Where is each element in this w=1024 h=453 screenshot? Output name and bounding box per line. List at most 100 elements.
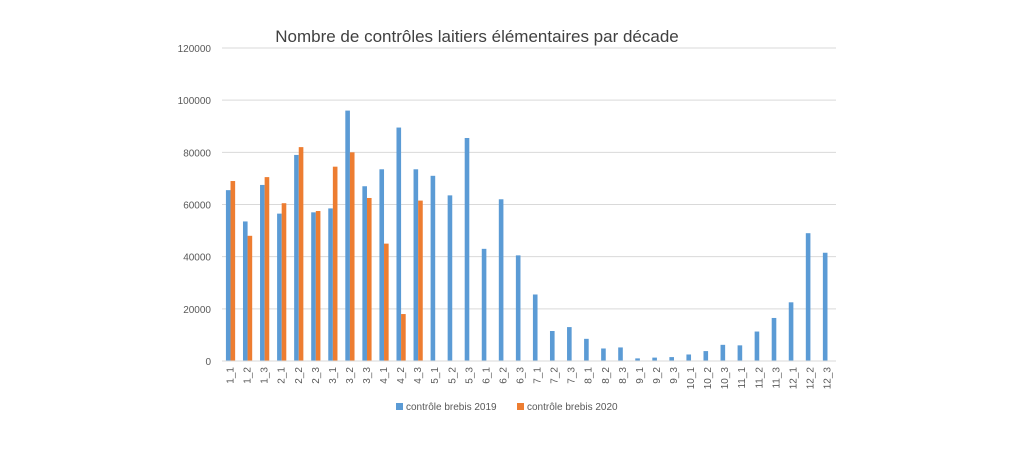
gridlines — [222, 47, 836, 310]
bar-2019-10_1 — [686, 354, 692, 361]
bar-2019-5_3 — [464, 137, 470, 361]
bar-2019-9_3 — [669, 357, 674, 361]
y-tick-label: 0 — [205, 357, 211, 368]
bar-2020-3_2 — [349, 152, 355, 361]
bar-2019-4_3 — [413, 169, 419, 361]
bar-2020-1_3 — [264, 177, 270, 361]
x-tick-label: 12_1 — [788, 367, 799, 390]
x-tick-label: 5_2 — [447, 367, 458, 384]
bar-2020-4_3 — [418, 200, 423, 361]
x-tick-label: 8_3 — [618, 367, 629, 384]
bar-2019-1_1 — [225, 190, 231, 361]
x-tick-label: 12_3 — [822, 367, 833, 390]
bar-2019-1_2 — [242, 221, 248, 361]
bar-2019-11_3 — [771, 317, 777, 361]
bar-2019-2_2 — [294, 154, 299, 361]
bar-2019-7_2 — [549, 331, 555, 361]
bar-2020-1_2 — [247, 235, 253, 361]
x-tick-label: 10_1 — [686, 367, 697, 390]
x-tick-label: 11_1 — [737, 367, 748, 389]
bar-2019-8_1 — [584, 338, 589, 361]
x-tick-label: 5_1 — [430, 367, 441, 384]
bar-2019-12_1 — [788, 302, 794, 361]
x-tick-label: 7_3 — [567, 367, 578, 384]
x-tick-label: 3_2 — [345, 367, 356, 384]
y-tick-label: 100000 — [178, 96, 212, 107]
bar-2020-2_3 — [315, 211, 321, 361]
y-tick-label: 80000 — [183, 148, 211, 159]
bar-2020-1_1 — [230, 181, 236, 361]
bar-2019-9_2 — [652, 357, 657, 361]
bar-2020-4_2 — [401, 314, 406, 361]
x-tick-label: 3_3 — [362, 367, 373, 384]
bar-2019-7_1 — [532, 294, 538, 361]
bar-2019-5_2 — [447, 195, 453, 361]
x-tick-label: 4_3 — [413, 367, 424, 384]
bar-2019-10_3 — [720, 344, 726, 361]
bars — [225, 110, 828, 362]
bar-2019-6_1 — [481, 248, 487, 361]
x-tick-label: 12_2 — [805, 367, 816, 390]
legend-swatch-2020 — [517, 403, 524, 410]
bar-2019-1_3 — [260, 184, 265, 361]
bar-2019-11_1 — [737, 345, 743, 361]
x-tick-label: 10_3 — [720, 367, 731, 390]
bar-2019-8_3 — [618, 347, 623, 361]
bar-2020-3_1 — [332, 166, 338, 361]
x-tick-label: 9_1 — [635, 367, 646, 384]
x-tick-label: 2_1 — [277, 367, 288, 384]
chart-title: Nombre de contrôles laitiers élémentaire… — [275, 27, 678, 46]
x-tick-label: 7_1 — [533, 367, 544, 384]
x-tick-label: 9_2 — [652, 367, 663, 384]
bar-2019-2_3 — [311, 212, 316, 361]
x-axis-ticks: 1_1 1_2 1_3 2_1 2_2 2_3 3_1 3_2 3_3 4_1 4_2 4_3 5_1 5… — [226, 367, 834, 390]
bar-2020-3_3 — [366, 197, 372, 361]
x-tick-label: 11_2 — [754, 367, 765, 389]
x-tick-label: 6_2 — [498, 367, 509, 384]
x-tick-label: 10_2 — [703, 367, 714, 390]
bar-2020-4_1 — [384, 243, 389, 362]
x-tick-label: 6_1 — [481, 367, 492, 384]
bar-2019-3_3 — [362, 186, 367, 361]
x-tick-label: 8_2 — [601, 367, 612, 384]
x-tick-label: 5_3 — [464, 367, 475, 384]
bar-2019-8_2 — [601, 348, 606, 361]
x-tick-label: 4_2 — [396, 367, 407, 384]
x-tick-label: 4_1 — [379, 367, 390, 384]
x-tick-label: 1_1 — [226, 367, 237, 384]
y-tick-label: 120000 — [178, 44, 212, 55]
y-axis-ticks: 0 20000 40000 60000 80000 100000 120000 — [178, 44, 212, 368]
x-tick-label: 8_1 — [584, 367, 595, 384]
legend-label-2020: contrôle brebis 2020 — [527, 402, 618, 413]
legend-swatch-2019 — [396, 403, 403, 410]
bar-2020-2_2 — [298, 147, 304, 361]
bar-2019-12_3 — [822, 252, 828, 361]
bar-2019-6_2 — [498, 199, 504, 361]
x-tick-label: 7_2 — [550, 367, 561, 384]
x-tick-label: 1_2 — [243, 367, 254, 384]
bar-2019-6_3 — [515, 255, 521, 361]
x-tick-label: 9_3 — [669, 367, 680, 384]
x-tick-label: 11_3 — [771, 367, 782, 389]
bar-2019-9_1 — [635, 358, 640, 361]
bar-2019-3_1 — [328, 208, 333, 361]
bar-2019-4_1 — [379, 169, 385, 361]
y-tick-label: 40000 — [183, 253, 211, 264]
y-tick-label: 20000 — [183, 305, 211, 316]
x-tick-label: 3_1 — [328, 367, 339, 384]
bar-2019-5_1 — [430, 175, 436, 361]
bar-2019-10_2 — [703, 351, 709, 361]
bar-2019-3_2 — [345, 110, 350, 361]
legend-label-2019: contrôle brebis 2019 — [406, 402, 497, 413]
y-tick-label: 60000 — [183, 201, 211, 212]
bar-2019-7_3 — [567, 327, 572, 361]
bar-2019-4_2 — [396, 127, 402, 361]
x-tick-label: 6_3 — [515, 367, 526, 384]
bar-2020-2_1 — [281, 203, 287, 361]
bar-2019-2_1 — [277, 213, 282, 361]
x-tick-label: 1_3 — [260, 367, 271, 384]
x-tick-label: 2_2 — [294, 367, 305, 384]
bar-2019-11_2 — [754, 331, 760, 361]
x-tick-label: 2_3 — [311, 367, 322, 384]
